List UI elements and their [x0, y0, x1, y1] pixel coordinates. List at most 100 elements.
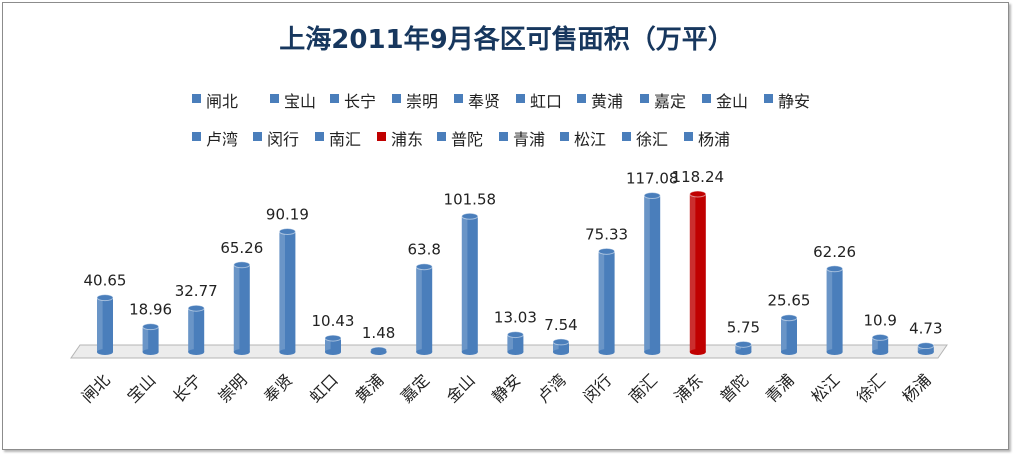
- legend-swatch: [270, 94, 279, 103]
- bar-body: [325, 338, 341, 352]
- bar: [871, 333, 889, 355]
- bar-body: [644, 195, 661, 352]
- legend-swatch: [640, 94, 649, 103]
- bar-body: [507, 334, 524, 352]
- value-label: 75.33: [585, 225, 628, 243]
- value-label: 65.26: [220, 239, 263, 257]
- bar: [552, 338, 570, 355]
- category-label: 徐汇: [853, 370, 889, 406]
- bar-body: [97, 297, 113, 352]
- bar-body: [188, 308, 205, 352]
- legend-swatch: [516, 94, 525, 103]
- bar-top: [780, 314, 798, 322]
- bar-top: [233, 261, 251, 269]
- bar-body: [781, 317, 797, 352]
- bar: [506, 331, 524, 355]
- bar: [461, 212, 479, 355]
- bar: [278, 227, 296, 355]
- legend-swatch: [192, 94, 201, 103]
- value-label: 7.54: [544, 316, 577, 334]
- category-label: 奉贤: [260, 370, 296, 406]
- bar-top: [871, 333, 889, 341]
- legend-label: 徐汇: [636, 130, 668, 149]
- bar-base: [735, 349, 752, 355]
- bar-base: [826, 349, 843, 355]
- category-labels: 闸北 宝山 长宁 崇明 奉贤 虹口 黄浦 嘉定 金山 静安 卢湾 闵行 南汇 浦东 普陀 青浦 松江 徐汇 杨浦: [78, 370, 935, 406]
- category-label: 虹口: [306, 370, 342, 406]
- bar: [917, 342, 935, 355]
- bar: [734, 340, 752, 355]
- bar: [780, 314, 798, 355]
- category-label: 浦东: [671, 370, 707, 406]
- category-label: 宝山: [123, 370, 159, 406]
- bar: [187, 304, 205, 355]
- value-label: 5.75: [727, 318, 760, 336]
- bar-body: [142, 326, 159, 352]
- legend-swatch: [392, 94, 401, 103]
- bar-top: [917, 342, 935, 350]
- bar-body: [598, 251, 615, 352]
- bar-body: [735, 344, 752, 352]
- legend-label: 南汇: [329, 130, 361, 149]
- bar-body: [461, 216, 478, 352]
- bar-shine: [826, 268, 833, 352]
- bar-base: [142, 349, 159, 355]
- bar-shine: [325, 338, 331, 352]
- legend-label: 闸北: [206, 92, 238, 111]
- category-label: 闸北: [78, 370, 114, 406]
- value-label: 117.08: [626, 170, 679, 188]
- bar: [598, 247, 616, 355]
- bar-base: [233, 349, 250, 355]
- bar-body: [233, 264, 250, 352]
- legend-label: 虹口: [530, 92, 562, 111]
- bar: [324, 334, 342, 355]
- legend-label: 奉贤: [468, 92, 500, 111]
- bar-body: [826, 268, 843, 352]
- category-label: 南汇: [625, 370, 661, 406]
- bar-shine: [872, 337, 878, 352]
- bar-shine: [553, 341, 559, 352]
- legend-label: 松江: [574, 130, 606, 149]
- bar-shine: [507, 334, 513, 352]
- legend-swatch: [684, 132, 693, 141]
- bar-top: [689, 190, 707, 198]
- bar-shine: [598, 251, 605, 352]
- value-label: 25.65: [768, 292, 811, 310]
- value-label: 62.26: [813, 243, 856, 261]
- bar-top: [552, 338, 570, 346]
- bar-body: [689, 194, 706, 352]
- value-label: 10.9: [863, 311, 896, 329]
- bar-body: [279, 231, 296, 352]
- bar-shine: [735, 344, 741, 352]
- bar-top: [734, 340, 752, 348]
- value-label: 32.77: [175, 282, 218, 300]
- legend-label: 嘉定: [654, 92, 686, 111]
- bar: [96, 294, 114, 355]
- bar-shine: [416, 266, 422, 352]
- bar: [689, 190, 707, 355]
- bar: [233, 261, 251, 355]
- category-label: 松江: [807, 370, 843, 406]
- bar-top: [598, 247, 616, 255]
- value-label: 63.8: [407, 241, 440, 259]
- category-label: 闵行: [579, 370, 615, 406]
- legend-label: 金山: [716, 92, 748, 111]
- legend-swatch: [622, 132, 631, 141]
- legend-swatch: [437, 132, 446, 141]
- legend-swatch: [253, 132, 262, 141]
- legend-swatch: [764, 94, 773, 103]
- bar: [826, 265, 844, 355]
- bar: [643, 192, 661, 355]
- bar-top: [278, 227, 296, 235]
- category-label: 崇明: [215, 370, 251, 406]
- bar: [142, 323, 160, 355]
- bar-shine: [461, 216, 468, 352]
- legend-swatch: [702, 94, 711, 103]
- bar-base: [917, 349, 934, 355]
- legend-label: 杨浦: [698, 130, 730, 149]
- bar-base: [598, 349, 615, 355]
- legend-label: 静安: [778, 92, 810, 111]
- legend-label: 卢湾: [206, 130, 238, 149]
